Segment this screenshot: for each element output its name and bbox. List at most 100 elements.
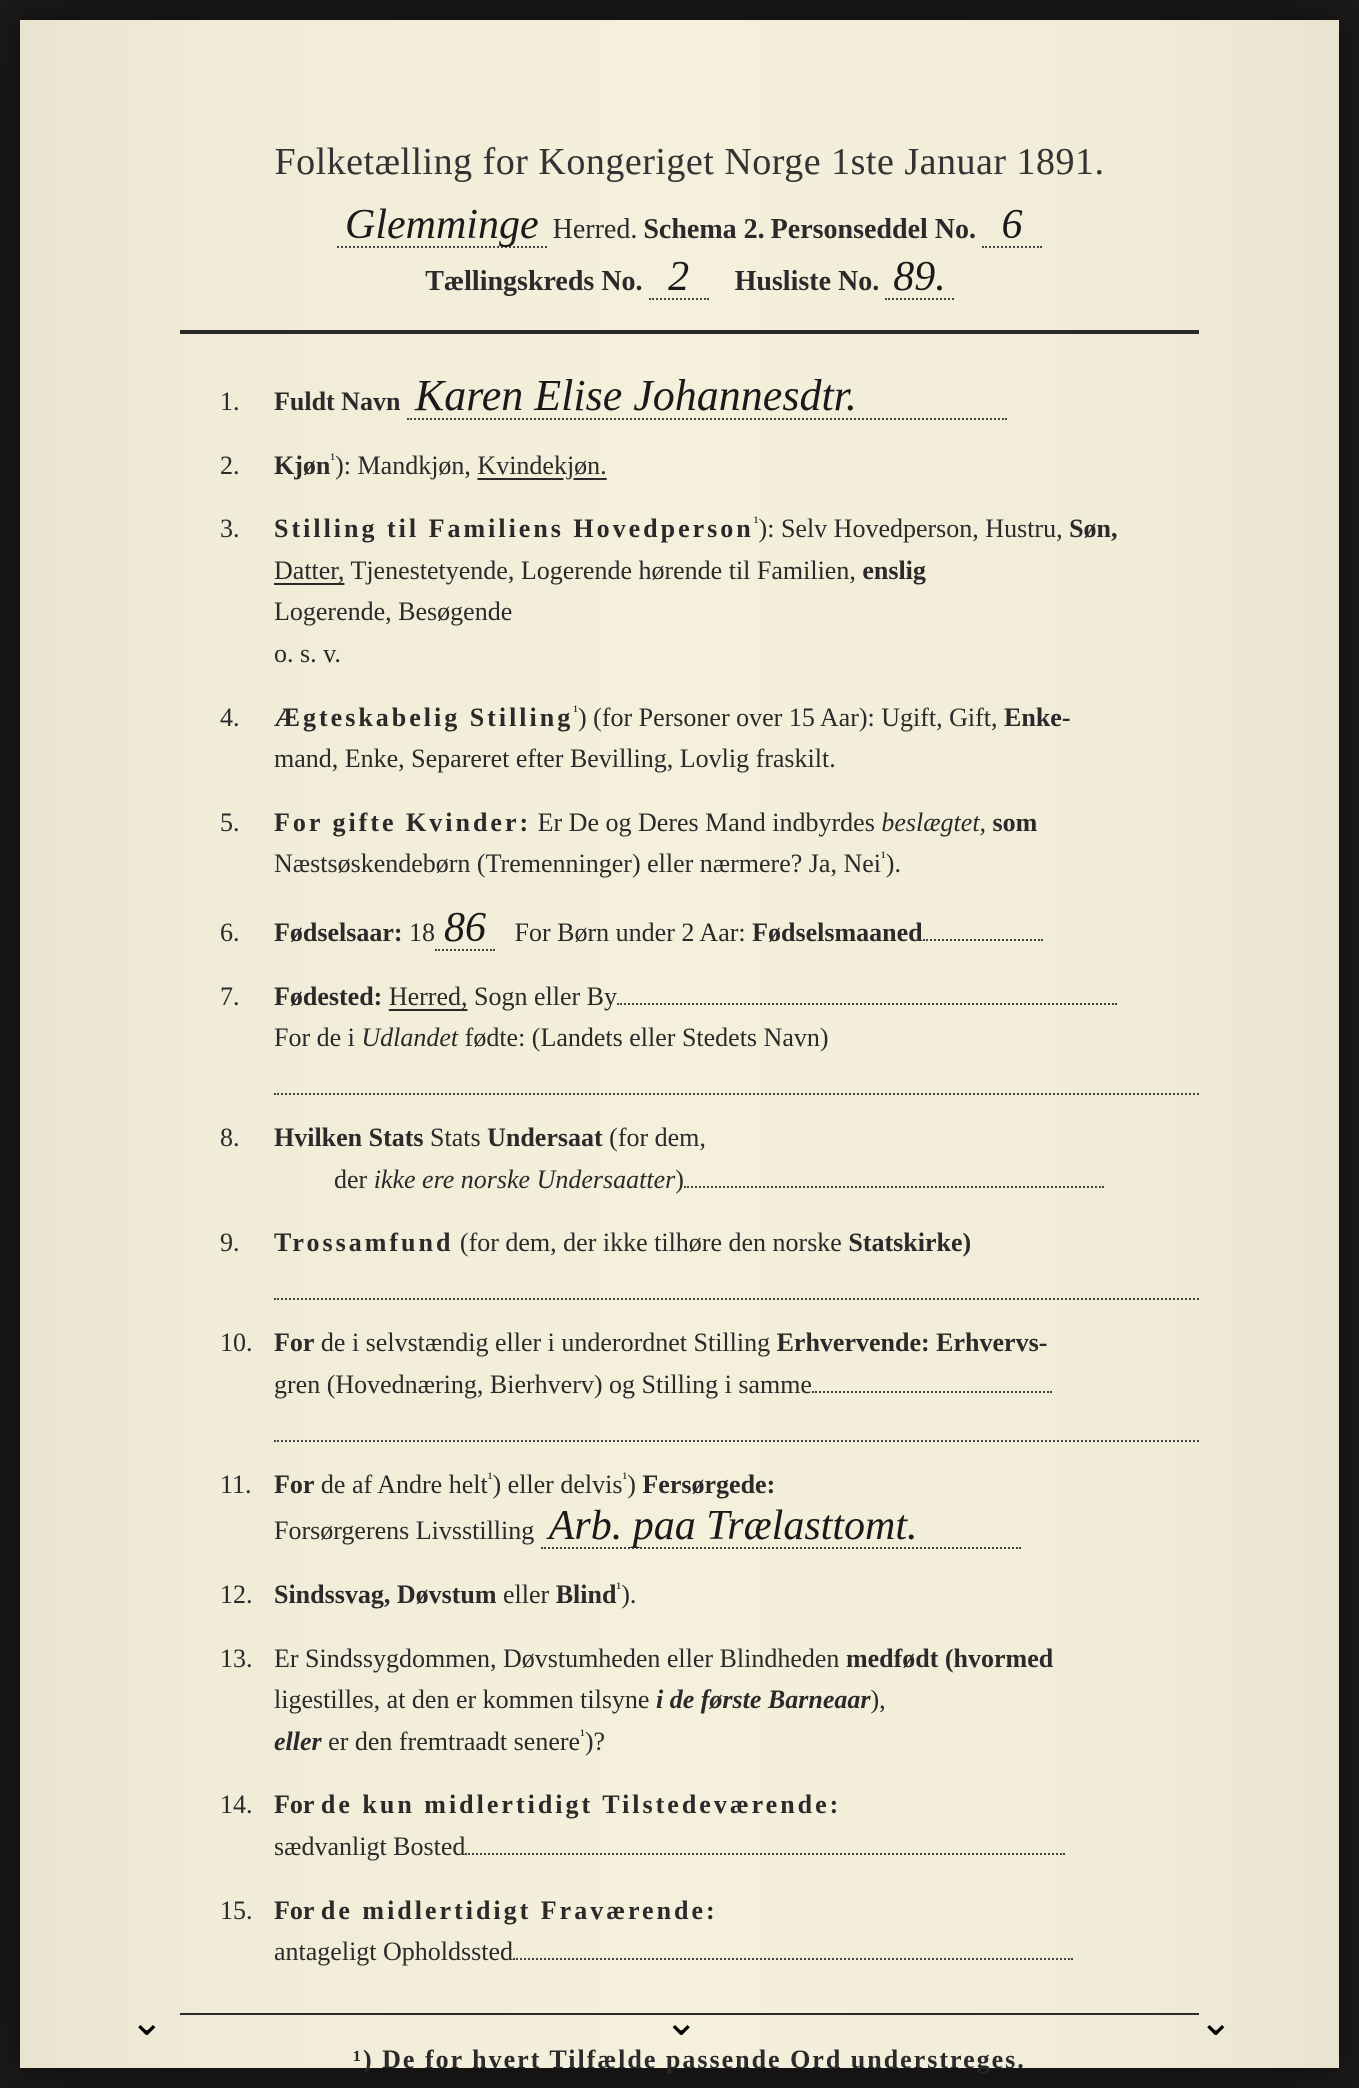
label-fuldt-navn: Fuldt Navn [274, 387, 400, 416]
row-9: 9. Trossamfund (for dem, der ikke tilhør… [220, 1222, 1199, 1300]
num-2: 2. [220, 445, 260, 487]
row-13: 13. Er Sindssygdommen, Døvstumheden elle… [220, 1638, 1199, 1763]
r13-medf: medfødt (hvormed [846, 1644, 1053, 1673]
label-sindssvag: Sindssvag, Døvstum [274, 1580, 497, 1609]
row-12: 12. Sindssvag, Døvstum eller Blind¹). [220, 1574, 1199, 1616]
row-7: 7. Fødested: Herred, Sogn eller By For d… [220, 976, 1199, 1096]
r5-text2: Næstsøskendebørn (Tremenninger) eller næ… [274, 849, 881, 878]
r12-eller: eller [503, 1580, 549, 1609]
herred-value: Glemminge [337, 204, 547, 248]
r15-fill [513, 1958, 1073, 1960]
r6-year-prefix: 18 [409, 918, 435, 947]
num-5: 5. [220, 802, 260, 844]
row-2: 2. Kjøn¹): Mandkjøn, Kvindekjøn. [220, 445, 1199, 487]
num-14: 14. [220, 1784, 260, 1826]
r15-text: antageligt Opholdssted [274, 1937, 513, 1966]
r7-udlandet: Udlandet [361, 1023, 458, 1052]
row-4: 4. Ægteskabelig Stilling¹) (for Personer… [220, 697, 1199, 780]
r14-for: For [274, 1790, 314, 1819]
r14-fill [465, 1853, 1065, 1855]
row-5: 5. For gifte Kvinder: Er De og Deres Man… [220, 802, 1199, 885]
divider-top [180, 330, 1199, 334]
r7-text2: For de i [274, 1023, 355, 1052]
r8-label-a: Hvilken Stats [274, 1123, 424, 1152]
header-line-2: Tællingskreds No. 2 Husliste No. 89. [180, 256, 1199, 300]
num-6: 6. [220, 912, 260, 954]
r9-stats: Statskirke) [848, 1228, 971, 1257]
r8-stats: Stats [430, 1123, 481, 1152]
binding-mark-left: ⌄ [130, 1998, 160, 2028]
r6-text3: Fødselsmaaned [752, 918, 922, 947]
num-12: 12. [220, 1574, 260, 1616]
r11-text2: eller delvis [508, 1470, 623, 1499]
num-10: 10. [220, 1322, 260, 1364]
r13-text1: Er Sindssygdommen, Døvstumheden eller Bl… [274, 1644, 839, 1673]
r4-opts2: mand, Enke, Separeret efter Bevilling, L… [274, 744, 836, 773]
r5-text1: Er De og Deres Mand indbyrdes [538, 808, 875, 837]
r3-enslig: enslig [862, 556, 926, 585]
row-15: 15. For de midlertidigt Fraværende: anta… [220, 1890, 1199, 1973]
r7-text3: fødte: (Landets eller Stedets Navn) [465, 1023, 829, 1052]
row-14: 14. For de kun midlertidigt Tilstedevære… [220, 1784, 1199, 1867]
r14-text: sædvanligt Bosted [274, 1832, 465, 1861]
footnote-marker: ¹) [353, 2045, 373, 2074]
r11-for: For [274, 1470, 314, 1499]
r8-paren: (for dem, [609, 1123, 706, 1152]
num-7: 7. [220, 976, 260, 1018]
r7-text1: Sogn eller By [474, 982, 617, 1011]
r10-text1: de i selvstændig eller i underordnet Sti… [321, 1328, 770, 1357]
label-kjon: Kjøn [274, 451, 330, 480]
num-15: 15. [220, 1890, 260, 1932]
r13-text3: er den fremtraadt senere [328, 1727, 580, 1756]
num-1: 1. [220, 381, 260, 423]
r15-label: de midlertidigt Fraværende: [321, 1896, 718, 1925]
footnote-text-b: understreges. [851, 2045, 1026, 2074]
r8-text2: der [274, 1165, 367, 1194]
r6-text2: For Børn under 2 Aar: [515, 918, 746, 947]
row-8: 8. Hvilken Stats Stats Undersaat (for de… [220, 1117, 1199, 1200]
label-fodselsaar: Fødselsaar: [274, 918, 403, 947]
r11-fors: Fersørgede: [642, 1470, 775, 1499]
r4-opts1: Ugift, Gift, [881, 703, 997, 732]
r10-for: For [274, 1328, 314, 1357]
taellingskreds-label: Tællingskreds No. [425, 266, 642, 298]
r13-ital: i de første Barneaar [656, 1685, 871, 1714]
r14-label: de kun midlertidigt Tilstedeværende: [321, 1790, 841, 1819]
num-9: 9. [220, 1222, 260, 1264]
schema-label: Schema 2. [643, 214, 764, 246]
row-3: 3. Stilling til Familiens Hovedperson¹):… [220, 508, 1199, 674]
r7-herred: Herred, [389, 982, 468, 1011]
label-trossamfund: Trossamfund [274, 1228, 453, 1257]
header-line-1: Glemminge Herred. Schema 2. Personseddel… [180, 204, 1199, 248]
r8-label-b: Undersaat [487, 1123, 603, 1152]
num-4: 4. [220, 697, 260, 739]
r6-fill [923, 939, 1043, 941]
label-aegteskab: Ægteskabelig Stilling [274, 703, 573, 732]
r8-fill [684, 1186, 1104, 1188]
opt-mandkjon: Mandkjøn, [358, 451, 471, 480]
r13-text2: ligestilles, at den er kommen tilsyne [274, 1685, 649, 1714]
r10-erhv: Erhvervende: Erhvervs- [777, 1328, 1048, 1357]
binding-mark-center: ⌄ [665, 1998, 695, 2028]
r11-text1: de af Andre helt [321, 1470, 488, 1499]
r10-text2: gren (Hovednæring, Bierhverv) og Stillin… [274, 1370, 812, 1399]
label-gifte-kvinder: For gifte Kvinder: [274, 808, 531, 837]
num-11: 11. [220, 1464, 260, 1506]
page-title: Folketælling for Kongeriget Norge 1ste J… [180, 140, 1199, 184]
r15-for: For [274, 1896, 314, 1925]
num-3: 3. [220, 508, 260, 550]
husliste-no: 89. [885, 256, 954, 300]
r10-fill2 [274, 1405, 1199, 1441]
r3-datter: Datter, [274, 556, 344, 585]
r12-blind: Blind [556, 1580, 617, 1609]
personseddel-no: 6 [982, 204, 1042, 248]
personseddel-label: Personseddel No. [771, 214, 976, 246]
label-stilling: Stilling til Familiens Hovedperson [274, 514, 754, 543]
r3-son: Søn, [1069, 514, 1117, 543]
r11-value: Arb. paa Trælasttomt. [541, 1505, 1021, 1549]
r4-paren: (for Personer over 15 Aar): [593, 703, 875, 732]
row-1: 1. Fuldt Navn Karen Elise Johannesdtr. [220, 374, 1199, 423]
census-form-page: Folketælling for Kongeriget Norge 1ste J… [20, 20, 1339, 2068]
row-6: 6. Fødselsaar: 1886 For Børn under 2 Aar… [220, 907, 1199, 954]
r7-fill1 [617, 1003, 1117, 1005]
